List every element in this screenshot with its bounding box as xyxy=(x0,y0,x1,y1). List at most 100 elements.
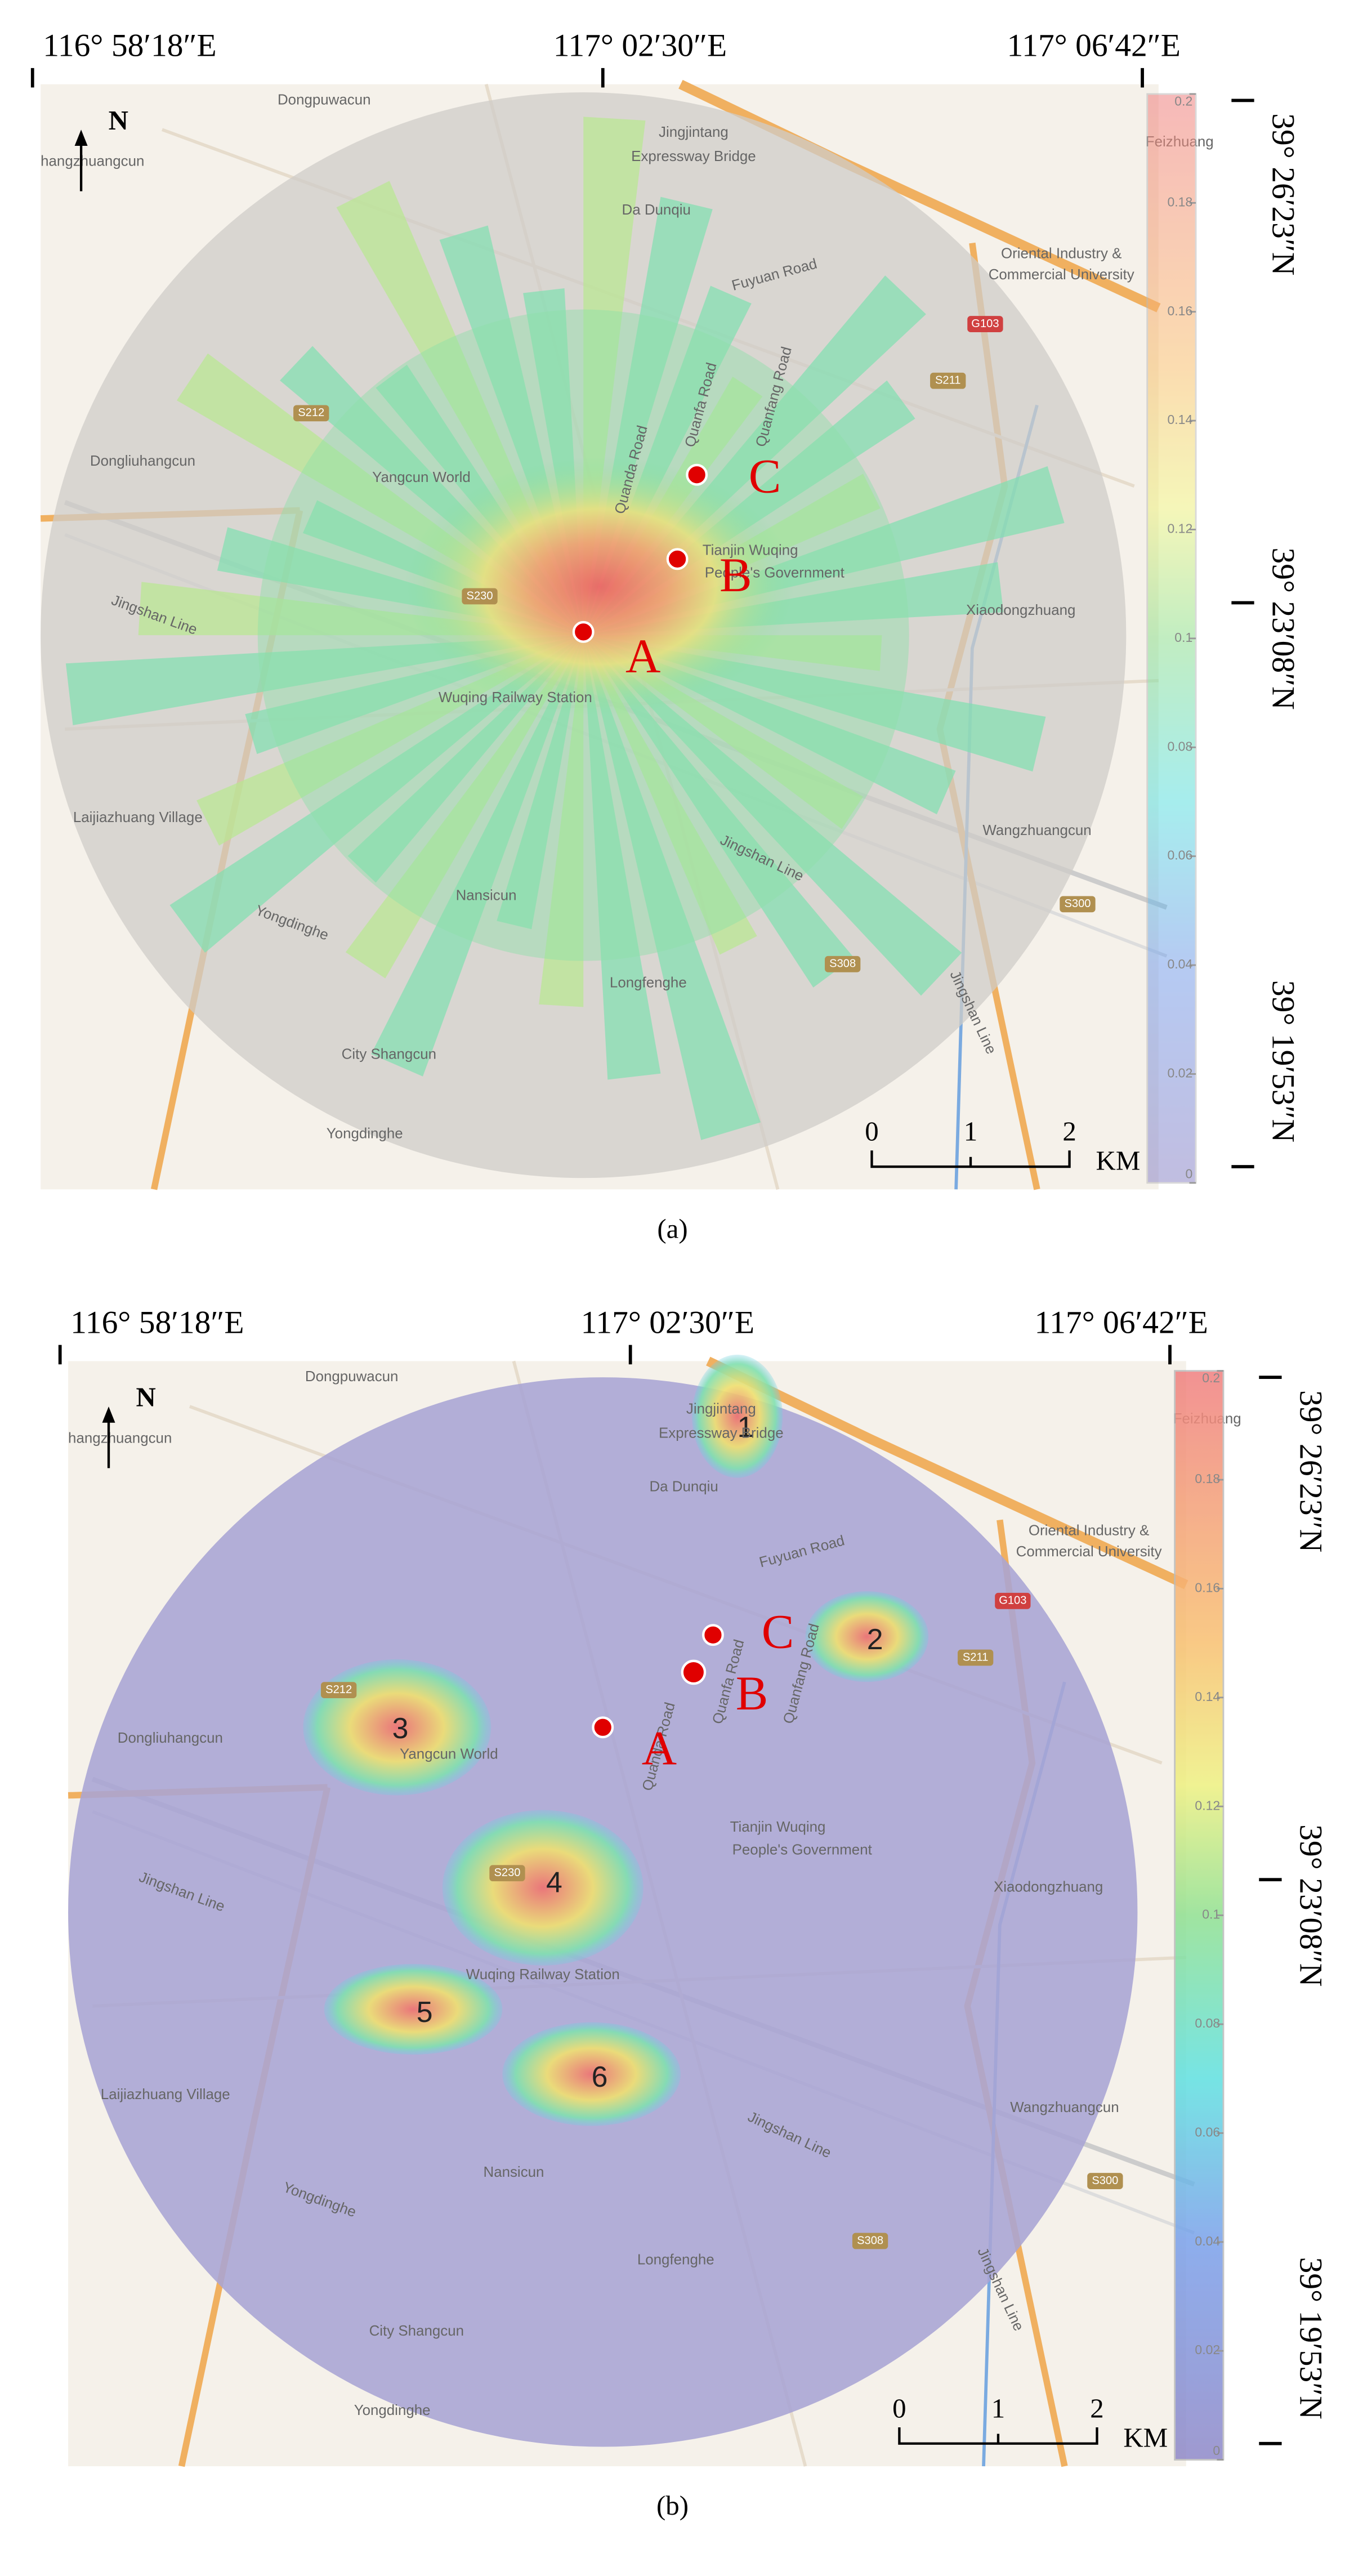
colorbar-tick-label: 0.1 xyxy=(1202,1907,1220,1922)
road-shield-label: S211 xyxy=(935,374,961,387)
coverage-ray xyxy=(345,635,584,979)
point-label: A xyxy=(642,1721,677,1775)
place-name: Expressway Bridge xyxy=(631,149,756,164)
place-name: Wangzhuangcun xyxy=(1010,2100,1119,2115)
point-label: C xyxy=(762,1604,794,1658)
colorbar-tick-label: 0.2 xyxy=(1174,93,1192,108)
place-name: Oriental Industry & xyxy=(1001,246,1121,262)
colorbar-tick-label: 0.14 xyxy=(1167,412,1192,427)
colorbar-tick-label: 0.06 xyxy=(1167,848,1192,863)
coverage-ray xyxy=(583,635,661,1080)
place-name: Jingjintang xyxy=(686,1401,756,1417)
place-name: Da Dunqiu xyxy=(649,1479,718,1495)
scale-label: 2 xyxy=(1062,1116,1076,1147)
colorbar xyxy=(1174,1370,1225,2461)
colorbar-tick-label: 0.18 xyxy=(1195,1471,1220,1486)
road-shield-label: S300 xyxy=(1064,898,1091,910)
caption: (a) xyxy=(657,1213,687,1244)
north-label: N xyxy=(109,105,128,136)
road-shield-label: S308 xyxy=(857,2234,883,2247)
colorbar-tick-label: 0 xyxy=(1185,1167,1192,1181)
place-name: Nansicun xyxy=(456,887,517,903)
scale-bar xyxy=(870,1150,1071,1168)
place-name: Laijiazhuang Village xyxy=(101,2087,230,2102)
road-shield xyxy=(825,956,861,972)
road-shield-label: S212 xyxy=(325,1684,352,1696)
location-point xyxy=(572,620,595,643)
latitude-label: 39° 19′53″N xyxy=(1265,980,1301,1142)
location-point xyxy=(592,1716,614,1739)
coverage-ray xyxy=(583,635,761,1140)
longitude-label: 117° 02′30″E xyxy=(553,28,727,64)
latitude-label: 39° 19′53″N xyxy=(1293,2257,1328,2419)
coverage-ray xyxy=(539,635,584,1007)
risk-region xyxy=(692,1354,783,1478)
risk-region xyxy=(805,1591,929,1682)
place-name: Wuqing Railway Station xyxy=(439,690,592,706)
place-name: Dongpuwacun xyxy=(278,92,371,108)
colorbar-tick-label: 0.12 xyxy=(1195,1798,1220,1812)
colorbar-tick-label: 0.02 xyxy=(1195,2342,1220,2357)
latitude-label: 39° 23′08″N xyxy=(1293,1824,1328,1986)
region-label: 4 xyxy=(546,1866,562,1899)
colorbar-tick-label: 0.2 xyxy=(1202,1370,1220,1385)
place-name: hangzhuangcun xyxy=(68,1430,172,1446)
region-label: 5 xyxy=(417,1995,433,2028)
location-point xyxy=(702,1624,724,1646)
place-name: Commercial University xyxy=(1016,1544,1162,1560)
latitude-label: 39° 26′23″N xyxy=(1293,1390,1328,1552)
hotspot xyxy=(405,457,794,717)
scale-label: 2 xyxy=(1090,2392,1103,2423)
location-point xyxy=(681,1659,707,1685)
colorbar-tick-label: 0 xyxy=(1213,2443,1220,2458)
scale-bar xyxy=(898,2427,1098,2445)
latitude-label: 39° 26′23″N xyxy=(1265,113,1301,275)
place-name: Laijiazhuang Village xyxy=(73,810,203,825)
road-shield xyxy=(957,1649,994,1666)
colorbar-tick-label: 0.16 xyxy=(1167,303,1192,318)
coverage-ray xyxy=(371,635,584,1077)
north-arrowhead xyxy=(102,1406,115,1423)
place-name: Tianjin Wuqing xyxy=(703,542,798,558)
location-point xyxy=(666,548,689,570)
scale-label: 0 xyxy=(865,1116,878,1147)
colorbar-tick-label: 0.18 xyxy=(1167,194,1192,209)
longitude-label: 117° 06′42″E xyxy=(1007,28,1181,64)
place-name: Yongdinghe xyxy=(354,2403,431,2418)
risk-region xyxy=(502,2022,681,2126)
colorbar-tick-label: 0.08 xyxy=(1195,2016,1220,2030)
place-name: Dongpuwacun xyxy=(305,1369,399,1385)
place-name: Longfenghe xyxy=(610,975,687,991)
region-label: 6 xyxy=(592,2060,608,2093)
coverage-ray xyxy=(583,635,854,988)
longitude-label: 117° 06′42″E xyxy=(1034,1305,1208,1340)
place-name: Wuqing Railway Station xyxy=(466,1967,620,1983)
road-shield xyxy=(967,316,1003,332)
place-name: Expressway Bridge xyxy=(659,1426,784,1441)
location-point xyxy=(686,463,708,486)
colorbar-tick-label: 0.1 xyxy=(1174,630,1192,645)
road-shield xyxy=(321,1682,357,1698)
risk-region xyxy=(324,1963,503,2055)
map-panel: 1 2 3 4 5 6 Dongpuwacun Jingjintang Expressway B… xyxy=(58,1305,1328,2521)
place-name: Da Dunqiu xyxy=(622,202,691,218)
place-name: Jingjintang xyxy=(659,124,729,140)
coverage-ray xyxy=(583,635,757,955)
point-label: A xyxy=(625,629,660,683)
road-shield-label: S230 xyxy=(494,1867,520,1879)
latitude-label: 39° 23′08″N xyxy=(1265,548,1301,710)
longitude-label: 116° 58′18″E xyxy=(70,1305,244,1340)
colorbar-tick-label: 0.12 xyxy=(1167,521,1192,536)
place-name: Oriental Industry & xyxy=(1029,1523,1149,1538)
place-name: Dongliuhangcun xyxy=(90,453,195,469)
road-shield-label: S211 xyxy=(963,1651,989,1663)
colorbar-tick-label: 0.14 xyxy=(1195,1689,1220,1704)
place-name: Yangcun World xyxy=(372,470,471,485)
point-label: B xyxy=(736,1666,768,1720)
place-name: Dongliuhangcun xyxy=(118,1730,223,1746)
colorbar-tick-label: 0.16 xyxy=(1195,1581,1220,1595)
point-label: B xyxy=(720,548,752,602)
place-name: hangzhuangcun xyxy=(41,154,144,169)
